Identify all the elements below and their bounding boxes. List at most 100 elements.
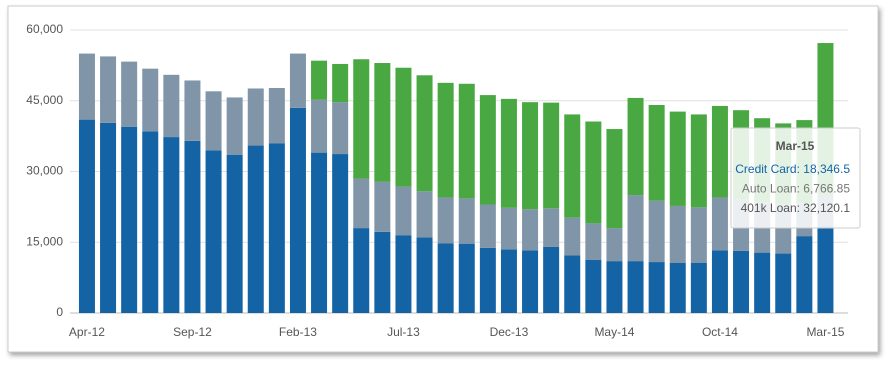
bar-segment <box>311 99 328 153</box>
bar-segment <box>648 200 665 263</box>
bar-segment <box>627 195 644 262</box>
bar-segment <box>184 140 201 313</box>
bar-segment <box>796 236 813 313</box>
bar-segment <box>226 97 243 155</box>
bar-segment <box>690 114 707 208</box>
tooltip-line: Auto Loan: 6,766.85 <box>742 182 850 196</box>
tooltip-line: Credit Card: 18,346.5 <box>735 162 850 176</box>
bar-segment <box>458 198 475 244</box>
bar-segment <box>648 262 665 313</box>
bar-segment <box>606 261 623 313</box>
bar-segment <box>100 56 117 123</box>
bar-segment <box>733 250 750 313</box>
bar-segment <box>416 75 433 192</box>
tooltip-title: Mar-15 <box>776 139 815 153</box>
bar-segment <box>585 259 602 313</box>
plot: 0 15,000 30,000 45,000 60,000 Apr-12 Sep-12 Feb… <box>26 22 848 339</box>
bar-segment <box>184 80 201 141</box>
bar-segment <box>437 243 454 313</box>
bar-segment <box>163 137 180 313</box>
bar-segment <box>205 150 222 313</box>
bar-segment <box>395 186 412 236</box>
bar-segment <box>458 83 475 199</box>
x-tick-label: Mar-15 <box>806 325 844 339</box>
x-tick-label: Dec-13 <box>490 325 529 339</box>
bar-segment <box>627 261 644 313</box>
y-tick-label: 60,000 <box>26 22 63 36</box>
bar-segment <box>163 74 180 138</box>
bar-segment <box>247 88 264 146</box>
bar-segment <box>268 88 285 144</box>
bar-segment <box>500 98 517 208</box>
bar-segment <box>142 68 159 132</box>
bar-segment <box>564 217 581 256</box>
bar-segment <box>289 53 306 108</box>
tooltip-box <box>730 127 861 229</box>
bar-segment <box>543 102 560 209</box>
bar-segment <box>395 67 412 187</box>
bar-segment <box>332 102 349 155</box>
bar-segment <box>711 105 728 198</box>
y-tick-label: 15,000 <box>26 234 63 248</box>
y-tick-label: 0 <box>56 305 63 319</box>
bar-segment <box>500 207 517 250</box>
bar-segment <box>606 129 623 229</box>
bar-segment <box>353 59 370 179</box>
tooltip-series-name: Credit Card: <box>735 162 803 176</box>
bar-segment <box>416 191 433 238</box>
bar-segment <box>479 204 496 248</box>
bar-segment <box>754 252 771 313</box>
bar-segment <box>437 82 454 198</box>
bar-segment <box>332 154 349 313</box>
tooltip-series-name: Auto Loan: <box>742 182 803 196</box>
bar-segment <box>374 231 391 313</box>
bar-segment <box>289 107 306 313</box>
bar-segment <box>332 63 349 103</box>
tooltip-line: 401k Loan: 32,120.1 <box>741 201 851 215</box>
bar-segment <box>100 122 117 313</box>
bar-segment <box>585 121 602 224</box>
x-tick-label: Oct-14 <box>702 325 738 339</box>
x-tick-label: May-14 <box>594 325 634 339</box>
y-tick-label: 30,000 <box>26 164 63 178</box>
bar-segment <box>479 247 496 313</box>
bar-segment <box>564 255 581 313</box>
tooltip-value: 32,120.1 <box>803 201 850 215</box>
bar-segment <box>374 181 391 232</box>
bar-segment <box>648 104 665 201</box>
bar-segment <box>711 197 728 251</box>
bar-segment <box>690 263 707 313</box>
bar-segment <box>775 253 792 313</box>
bar-segment <box>247 145 264 313</box>
bar-segment <box>606 228 623 262</box>
bar-segment <box>690 207 707 264</box>
bar-segment <box>585 223 602 260</box>
bar-segment <box>311 152 328 313</box>
bar-segment <box>543 246 560 313</box>
bar-segment <box>669 205 686 264</box>
tooltip-value: 6,766.85 <box>803 182 850 196</box>
bar-segment <box>522 209 539 251</box>
bar-segment <box>522 250 539 313</box>
bar-segment <box>268 143 285 313</box>
bar-segment <box>817 226 834 313</box>
tooltip-value: 18,346.5 <box>803 162 850 176</box>
bar-segment <box>479 95 496 205</box>
x-tick-label: Apr-12 <box>69 325 105 339</box>
bar-segment <box>500 249 517 313</box>
bar-segment <box>78 53 95 120</box>
bar-segment <box>416 237 433 313</box>
bar-segment <box>374 63 391 182</box>
bar-segment <box>669 263 686 313</box>
bar-segment <box>564 114 581 218</box>
bar-segment <box>395 235 412 313</box>
bar-segment <box>543 208 560 247</box>
bar-segment <box>353 228 370 313</box>
bar-segment <box>437 197 454 244</box>
y-tick-label: 45,000 <box>26 93 63 107</box>
bar-segment <box>121 61 138 127</box>
bar-segment <box>353 178 370 229</box>
bar-segment <box>627 97 644 196</box>
